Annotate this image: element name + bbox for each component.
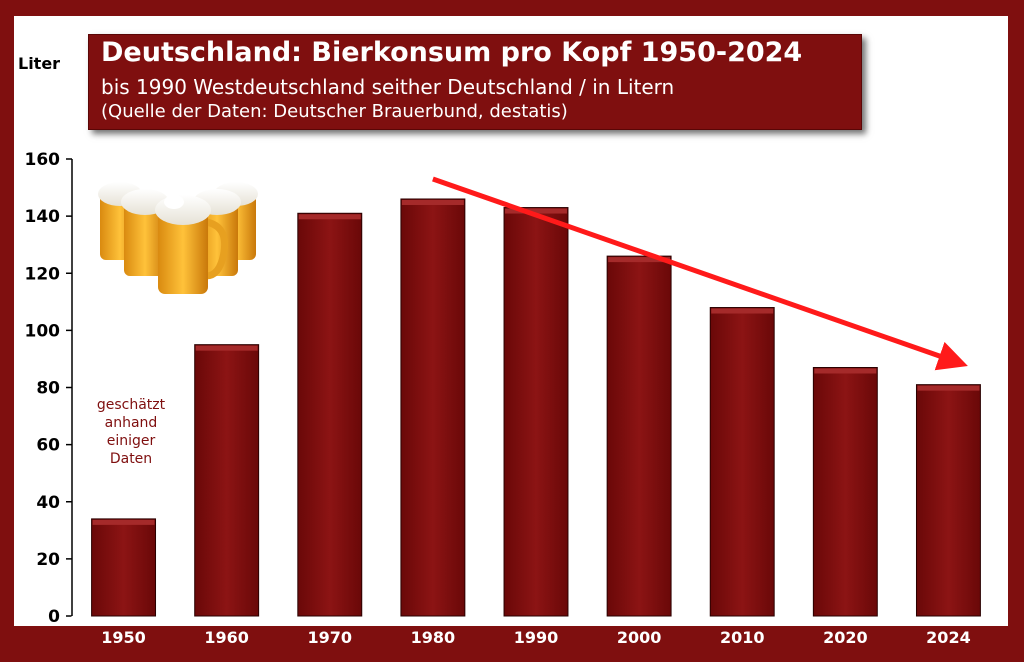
bar-1950 [91,518,157,617]
y-tick-label: 160 [25,150,61,170]
estimate-note-line: einiger [106,433,156,449]
y-tick-label: 40 [36,493,60,513]
bar-bevel-2010 [711,308,774,314]
bar-1960 [194,344,260,617]
bar-bevel-1990 [505,208,567,214]
y-tick-label: 100 [25,321,61,341]
y-tick-label: 140 [25,207,61,227]
chart-title: Deutschland: Bierkonsum pro Kopf 1950-20… [101,37,803,68]
estimate-note-line: geschätzt [96,397,166,413]
beer-mugs-icon [98,182,258,294]
y-tick-label: 120 [25,264,61,284]
x-axis: 1950 1960 1970 1980 1990 2000 2010 2020 2024 [71,616,971,647]
x-tick-label: 2020 [823,628,868,647]
estimate-note-line: Daten [109,451,153,467]
bar-bevel-2000 [608,257,671,263]
bar-bevel-1950 [92,519,155,525]
bar-2010 [709,307,775,617]
bar-2020 [812,367,878,617]
y-axis: 0 20 40 60 80 100 120 140 160 [25,150,73,627]
bar-1990 [503,207,569,617]
y-tick-label: 60 [36,436,60,456]
x-tick-label: 2024 [926,628,971,647]
bar-bevel-2020 [814,368,877,374]
bar-bevel-1960 [195,345,258,351]
x-tick-label: 2010 [720,628,765,647]
bar-bevel-2024 [917,385,980,391]
estimate-note-line: anhand [104,415,158,431]
chart-source: (Quelle der Daten: Deutscher Brauerbund,… [101,101,568,122]
x-tick-label: 2000 [617,628,662,647]
estimate-note: geschätzt anhand einiger Daten [84,396,178,468]
chart-subtitle: bis 1990 Westdeutschland seither Deutsch… [101,75,675,99]
y-tick-label: 0 [48,607,60,627]
bar-bevel-1980 [401,199,464,205]
x-tick-label: 1970 [308,628,353,647]
x-tick-label: 1950 [101,628,146,647]
bar-bevel-1970 [298,214,361,220]
x-tick-label: 1990 [514,628,559,647]
y-tick-label: 80 [36,379,60,399]
bar-2024 [915,384,981,617]
title-box: Deutschland: Bierkonsum pro Kopf 1950-20… [88,34,862,130]
x-tick-label: 1980 [411,628,456,647]
bar-1980 [400,198,466,617]
y-axis-label: Liter [18,54,61,73]
bar-2000 [606,255,672,617]
bar-1970 [297,212,363,617]
bars [91,198,981,617]
trend-arrow [432,176,968,371]
y-tick-label: 20 [36,550,60,570]
x-tick-label: 1960 [204,628,249,647]
